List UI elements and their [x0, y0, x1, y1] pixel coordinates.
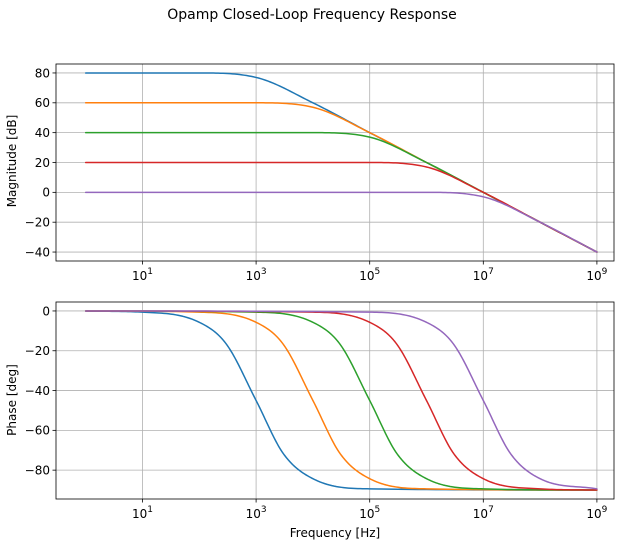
magnitude-y-tick-label: −20 — [25, 215, 50, 229]
magnitude-y-tick-label: 80 — [35, 66, 50, 80]
phase-x-tick-label: 101 — [132, 505, 153, 521]
magnitude-panel: Magnitude [dB] 101 103 105 107 109 80 60 40 20 0 −… — [5, 63, 615, 283]
magnitude-x-tick-label: 107 — [473, 267, 494, 283]
phase-x-tick-label: 107 — [473, 505, 494, 521]
phase-y-tick-label: −80 — [25, 463, 50, 477]
phase-axes-frame — [55, 301, 615, 500]
phase-grid — [56, 302, 614, 499]
magnitude-y-axis-label: Magnitude [dB] — [5, 115, 19, 208]
phase-x-tick-label: 103 — [246, 505, 267, 521]
phase-y-tick-label: −20 — [25, 344, 50, 358]
phase-series-group — [84, 310, 598, 491]
phase-y-axis-label: Phase [deg] — [5, 364, 19, 436]
phase-x-tick-label: 109 — [586, 505, 607, 521]
phase-series-4-line — [84, 310, 598, 491]
magnitude-series-5-line — [84, 191, 598, 253]
phase-y-tick-label: −60 — [25, 424, 50, 438]
phase-series-2-line — [84, 310, 598, 491]
magnitude-ticks: 101 103 105 107 109 80 60 40 20 0 −20 −40 — [25, 66, 608, 283]
magnitude-y-tick-label: 20 — [35, 156, 50, 170]
figure-title: Opamp Closed-Loop Frequency Response — [167, 7, 457, 23]
phase-series-1-line — [84, 310, 598, 491]
phase-ticks: 101 103 105 107 109 0 −20 −40 −60 −80 — [25, 304, 608, 521]
magnitude-x-tick-label: 101 — [132, 267, 153, 283]
phase-y-tick-label: 0 — [42, 304, 50, 318]
magnitude-x-tick-label: 109 — [586, 267, 607, 283]
magnitude-y-tick-label: 0 — [42, 186, 50, 200]
phase-series-5-line — [84, 310, 598, 490]
magnitude-y-tick-label: 60 — [35, 96, 50, 110]
magnitude-y-tick-label: 40 — [35, 126, 50, 140]
phase-panel: Phase [deg] Frequency [Hz] 101 103 105 107 1… — [5, 301, 615, 540]
phase-x-axis-label: Frequency [Hz] — [290, 526, 381, 540]
magnitude-series-group — [84, 72, 598, 253]
phase-series-3-line — [84, 310, 598, 491]
phase-y-tick-label: −40 — [25, 384, 50, 398]
phase-x-tick-label: 105 — [359, 505, 380, 521]
magnitude-x-tick-label: 103 — [246, 267, 267, 283]
magnitude-y-tick-label: −40 — [25, 245, 50, 259]
magnitude-x-tick-label: 105 — [359, 267, 380, 283]
